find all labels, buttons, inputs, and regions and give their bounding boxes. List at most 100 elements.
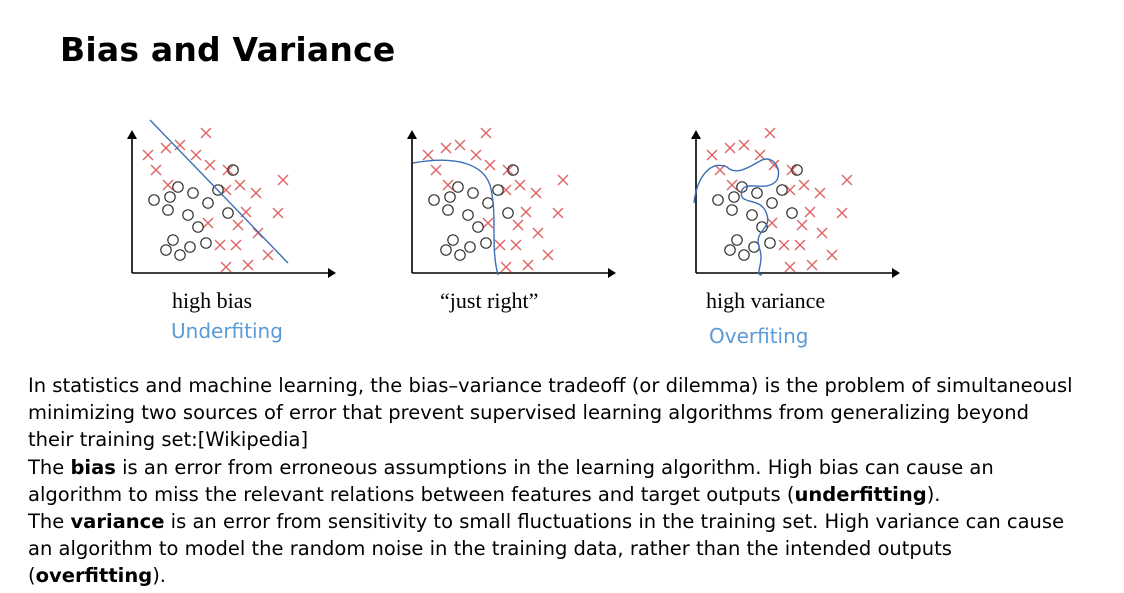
cross-marker [480,127,492,139]
variance-line3-suffix: ). [152,564,166,588]
cross-marker [798,179,810,191]
y-axis-arrow [407,130,417,139]
high-bias-caption: high bias [172,288,253,313]
variance-text-prefix: The [28,510,71,534]
cross-marker [142,149,154,161]
cross-marker [738,139,750,151]
just-right-caption: “just right” [440,288,539,313]
high-bias-scatter [127,119,336,278]
circle-marker [731,234,743,246]
slide-title: Bias and Variance [60,30,396,69]
cross-marker [726,179,738,191]
cross-marker [422,149,434,161]
circle-marker [724,244,736,256]
circle-marker [454,249,466,261]
x-axis-arrow [892,268,900,278]
variance-term: variance [70,510,165,534]
decision-boundary [149,119,289,264]
cross-marker [174,139,186,151]
cross-marker [714,164,726,176]
circle-marker [192,221,204,233]
cross-marker [814,187,826,199]
just-right-scatter [407,127,616,278]
cross-marker [484,159,496,171]
bias-term: bias [70,455,116,479]
cross-marker [512,219,524,231]
cross-marker [804,206,816,218]
cross-marker [162,179,174,191]
variance-paragraph-line-2: an algorithm to model the random noise i… [28,537,952,561]
high-bias-plot [118,115,348,290]
cross-marker [220,261,232,273]
circle-marker [728,191,740,203]
cross-marker [754,149,766,161]
cross-marker [204,159,216,171]
circle-marker [464,241,476,253]
cross-marker [784,261,796,273]
variance-line3-prefix: ( [28,564,36,588]
cross-marker [440,142,452,154]
cross-marker [806,259,818,271]
bias-paragraph-line-1: The bias is an error from erroneous assu… [28,454,1118,481]
definition-line-2: minimizing two sources of error that pre… [28,401,1030,425]
x-axis-arrow [608,268,616,278]
overfitting-label: Overfiting [709,324,809,348]
bias-text-suffix: is an error from erroneous assumptions i… [115,455,994,479]
high-variance-caption: high variance [706,288,826,313]
cross-marker [796,219,808,231]
cross-marker [494,239,506,251]
y-axis-arrow [691,130,701,139]
circle-marker [202,197,214,209]
circle-marker [507,164,519,176]
cross-marker [232,219,244,231]
bias-text-prefix: The [28,455,71,479]
cross-marker [262,249,274,261]
circle-marker [712,194,724,206]
cross-marker [706,149,718,161]
cross-marker [557,174,569,186]
cross-marker [522,259,534,271]
cross-marker [724,142,736,154]
high-variance-plot [682,115,912,290]
circle-marker [791,164,803,176]
x-axis-arrow [328,268,336,278]
circle-marker [222,207,234,219]
cross-marker [190,149,202,161]
circle-marker [184,241,196,253]
circle-marker [492,184,504,196]
circle-marker [200,237,212,249]
circle-marker [162,204,174,216]
bias-line2-prefix: algorithm to miss the relevant relations… [28,482,795,506]
underfitting-term: underfitting [794,482,927,506]
cross-marker [202,217,214,229]
cross-marker [520,206,532,218]
circle-marker [766,197,778,209]
circle-marker [160,244,172,256]
circle-marker [428,194,440,206]
definition-line-3: their training set:[Wikipedia] [28,428,309,452]
cross-marker [500,261,512,273]
variance-paragraph-line-3: (overfitting). [28,562,1118,589]
cross-marker [482,217,494,229]
cross-marker [836,207,848,219]
variance-text-suffix: is an error from sensitivity to small fl… [164,510,1065,534]
cross-marker [442,179,454,191]
just-right-plot [398,115,628,290]
circle-marker [442,204,454,216]
cross-marker [841,174,853,186]
cross-marker [816,227,828,239]
cross-marker [470,149,482,161]
circle-marker [164,191,176,203]
high-variance-scatter [691,127,900,278]
cross-marker [514,179,526,191]
body-text: In statistics and machine learning, the … [28,372,1118,590]
cross-marker [778,239,790,251]
circle-marker [462,209,474,221]
cross-marker [242,259,254,271]
circle-marker [738,249,750,261]
decision-boundary [412,159,499,276]
circle-marker [212,184,224,196]
circle-marker [480,237,492,249]
cross-marker [160,142,172,154]
circle-marker [472,221,484,233]
